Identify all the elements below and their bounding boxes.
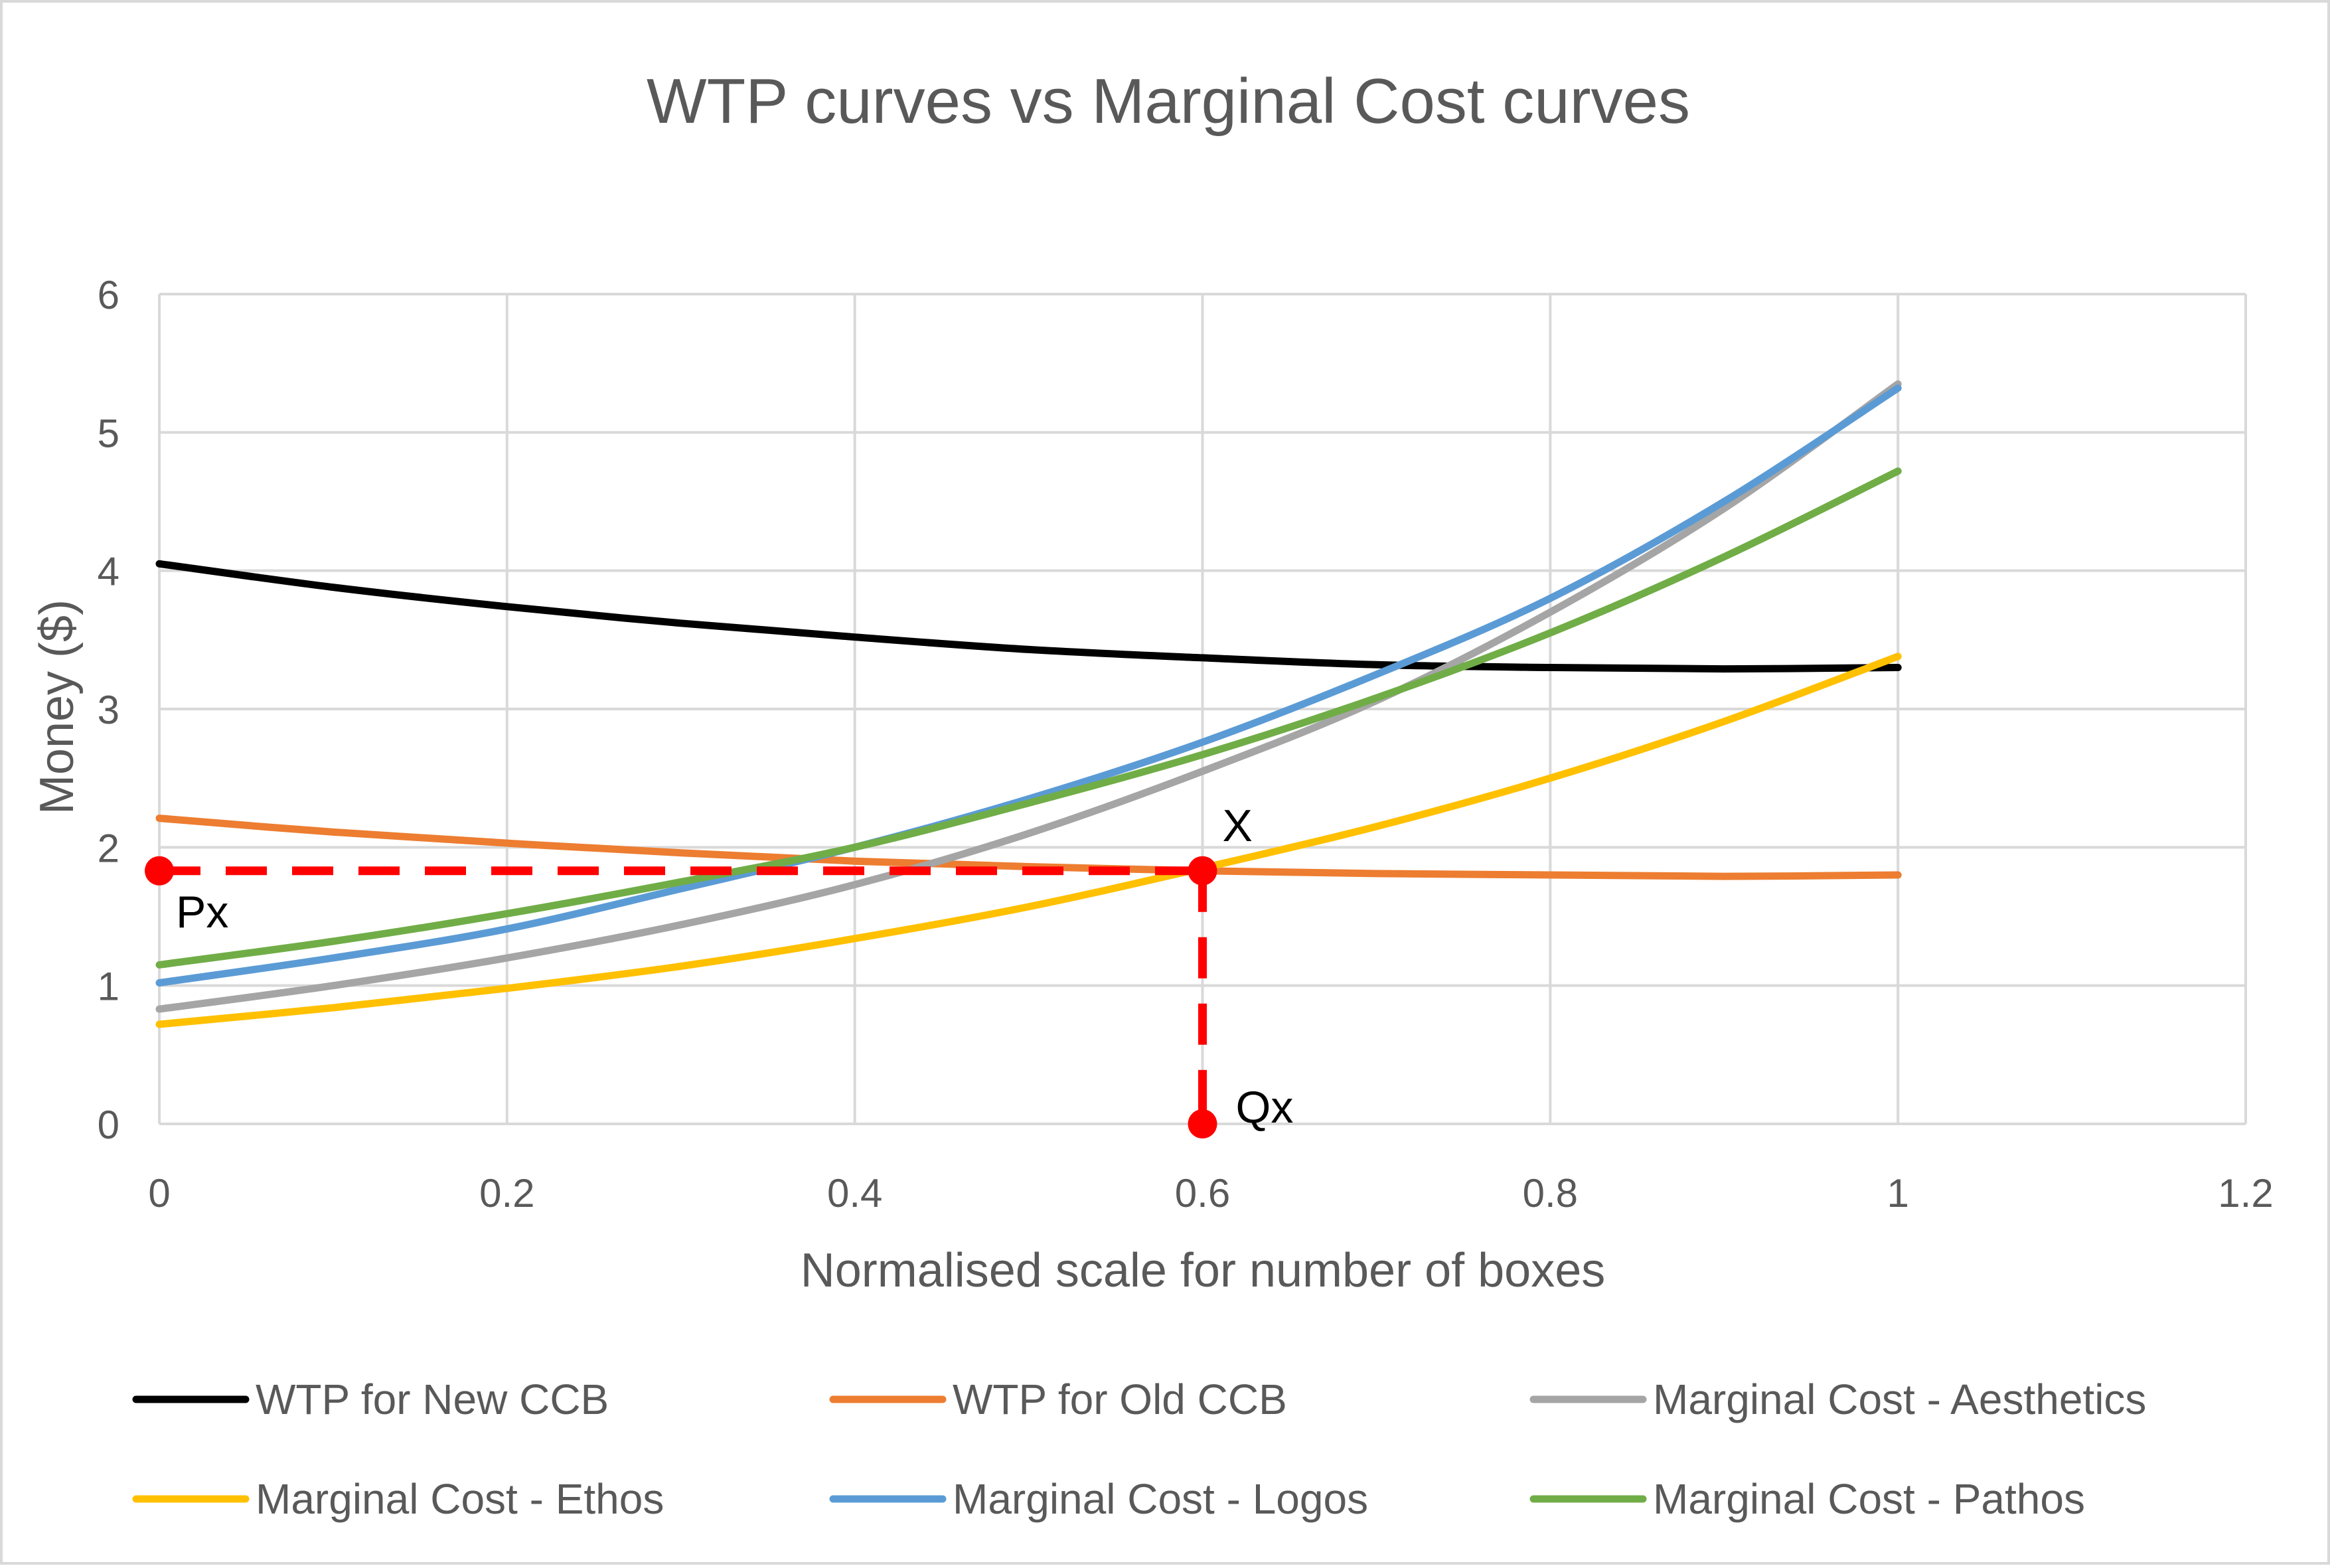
legend: WTP for New CCB WTP for Old CCB Marginal C… [132,1375,2146,1523]
x-tick-label: 0.6 [1175,1171,1230,1215]
quantity-label: Qx [1236,1082,1294,1133]
x-tick-label: 1 [1887,1171,1908,1215]
chart-title: WTP curves vs Marginal Cost curves [647,66,1690,137]
equilibrium-label: X [1223,801,1253,851]
tick-labels: 0 1 2 3 4 5 6 0 0.2 0.4 0.6 0.8 1 1.2 [98,273,2274,1215]
x-tick-label: 1.2 [2218,1171,2273,1215]
x-axis-label: Normalised scale for number of boxes [801,1244,1606,1297]
series-line [155,384,1902,986]
y-tick-label: 4 [98,550,119,594]
y-axis-label: Money ($) [31,599,84,815]
legend-entry-label: Marginal Cost - Aesthetics [1653,1375,2146,1423]
series-line [155,380,1902,1013]
x-tick-label: 0.8 [1523,1171,1578,1215]
y-tick-label: 5 [98,411,119,455]
equilibrium-point [1188,856,1217,886]
legend-entry-label: WTP for Old CCB [953,1375,1287,1423]
y-tick-label: 0 [98,1103,119,1147]
series-line [155,653,1902,1028]
series-line [155,560,1902,673]
x-tick-label: 0.2 [479,1171,534,1215]
legend-entry-label: Marginal Cost - Ethos [256,1475,664,1523]
y-tick-label: 3 [98,688,119,732]
y-tick-label: 2 [98,826,119,870]
legend-entry-label: WTP for New CCB [256,1375,609,1423]
legend-entry-label: Marginal Cost - Pathos [1653,1475,2085,1523]
y-tick-label: 1 [98,965,119,1009]
x-tick-label: 0 [148,1171,170,1215]
quantity-point [1188,1109,1217,1138]
series-line [155,467,1902,969]
annotations: X Px Qx [145,801,1293,1138]
x-tick-label: 0.4 [827,1171,882,1215]
legend-entry-label: Marginal Cost - Logos [953,1475,1368,1523]
y-tick-label: 6 [98,273,119,317]
price-point [145,856,174,886]
price-label: Px [176,887,228,937]
